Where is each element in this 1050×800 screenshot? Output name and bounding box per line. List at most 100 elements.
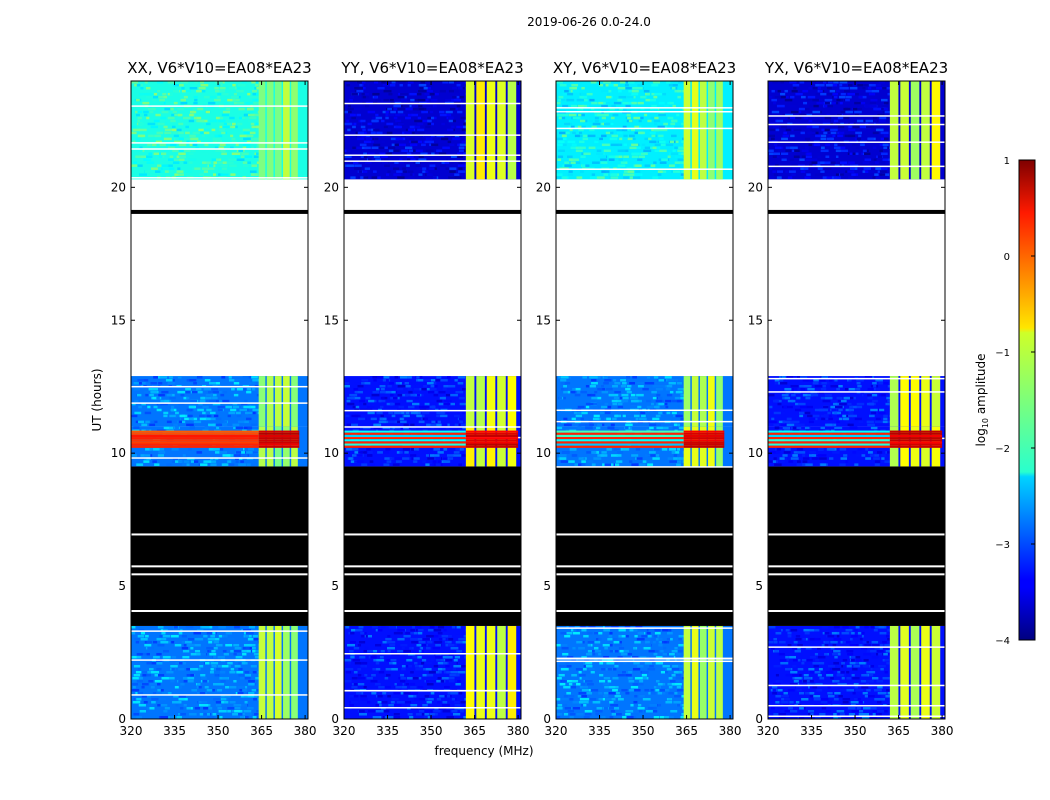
- noise-pixel: [617, 655, 623, 659]
- noise-pixel: [639, 679, 644, 683]
- noise-pixel: [183, 95, 188, 99]
- noise-pixel: [591, 125, 597, 129]
- noise-pixel: [183, 703, 187, 707]
- noise-pixel: [131, 715, 137, 719]
- noise-pixel: [250, 628, 258, 632]
- noise-pixel: [652, 457, 660, 460]
- noise-pixel: [809, 655, 817, 659]
- y-tick-label: 20: [536, 180, 551, 194]
- noise-pixel: [600, 89, 609, 93]
- noise-pixel: [158, 688, 164, 692]
- noise-pixel: [568, 125, 573, 129]
- noise-pixel: [620, 652, 628, 656]
- noise-pixel: [434, 655, 443, 659]
- noise-pixel: [374, 682, 381, 686]
- noise-pixel: [638, 646, 643, 650]
- noise-pixel: [640, 628, 647, 632]
- noise-pixel: [609, 631, 613, 635]
- noise-pixel: [630, 417, 636, 421]
- noise-pixel: [577, 125, 582, 129]
- noise-pixel: [168, 167, 175, 170]
- noise-pixel: [556, 176, 562, 179]
- noise-pixel: [182, 463, 188, 466]
- noise-pixel: [632, 176, 641, 179]
- noise-pixel: [135, 640, 140, 644]
- flag-separator: [556, 533, 733, 536]
- noise-pixel: [387, 170, 391, 173]
- noise-pixel: [365, 104, 370, 108]
- noise-pixel: [381, 146, 389, 150]
- noise-pixel: [864, 643, 872, 647]
- noise-pixel: [244, 673, 252, 677]
- noise-pixel: [456, 423, 462, 427]
- noise-pixel: [141, 694, 147, 698]
- noise-pixel: [244, 155, 253, 158]
- noise-pixel: [346, 396, 355, 400]
- noise-pixel: [626, 113, 631, 117]
- noise-pixel: [832, 643, 837, 647]
- noise-pixel: [461, 454, 470, 457]
- noise-pixel: [614, 448, 621, 451]
- noise-pixel: [232, 83, 236, 87]
- noise-pixel: [440, 679, 445, 683]
- noise-pixel: [860, 679, 869, 683]
- noise-pixel: [610, 143, 619, 147]
- noise-pixel: [381, 700, 388, 704]
- noise-pixel: [413, 646, 420, 650]
- noise-pixel: [874, 454, 879, 457]
- noise-pixel: [655, 414, 661, 418]
- noise-pixel: [621, 670, 626, 674]
- noise-pixel: [669, 390, 674, 394]
- noise-pixel: [621, 448, 630, 451]
- noise-pixel: [873, 688, 882, 692]
- noise-pixel: [192, 131, 200, 135]
- noise-pixel: [422, 119, 430, 123]
- noise-pixel: [392, 661, 397, 665]
- noise-pixel: [237, 399, 241, 403]
- noise-pixel: [861, 673, 868, 677]
- noise-pixel: [645, 709, 653, 713]
- noise-pixel: [600, 454, 608, 457]
- noise-pixel: [578, 646, 585, 650]
- noise-pixel: [461, 664, 467, 668]
- noise-pixel: [868, 664, 875, 668]
- noise-pixel: [229, 700, 236, 704]
- noise-pixel: [871, 655, 879, 659]
- noise-pixel: [570, 390, 576, 394]
- noise-pixel: [136, 396, 141, 400]
- noise-pixel: [242, 128, 250, 132]
- rfi-column: [699, 81, 707, 180]
- noise-pixel: [203, 706, 209, 710]
- noise-pixel: [604, 463, 612, 466]
- noise-pixel: [589, 667, 595, 671]
- noise-pixel: [144, 643, 152, 647]
- noise-pixel: [590, 393, 596, 397]
- noise-pixel: [454, 379, 458, 382]
- noise-pixel: [646, 376, 651, 379]
- noise-pixel: [375, 703, 380, 707]
- noise-pixel: [675, 655, 682, 659]
- noise-pixel: [365, 137, 373, 141]
- event-rfi: [258, 445, 300, 448]
- noise-pixel: [396, 387, 404, 391]
- noise-pixel: [462, 396, 468, 400]
- noise-pixel: [245, 646, 250, 650]
- noise-pixel: [556, 643, 561, 647]
- event-row: [131, 434, 259, 438]
- noise-pixel: [361, 634, 368, 638]
- noise-pixel: [616, 454, 622, 457]
- noise-pixel: [581, 457, 586, 460]
- noise-pixel: [168, 426, 174, 430]
- noise-pixel: [203, 460, 212, 463]
- noise-pixel: [400, 420, 407, 424]
- noise-pixel: [565, 131, 570, 135]
- noise-pixel: [408, 149, 414, 153]
- noise-pixel: [210, 661, 219, 665]
- gap-line: [131, 402, 308, 404]
- noise-pixel: [394, 411, 402, 415]
- noise-pixel: [594, 119, 599, 123]
- noise-pixel: [641, 143, 646, 147]
- noise-pixel: [387, 649, 391, 653]
- noise-pixel: [610, 709, 616, 713]
- noise-pixel: [845, 673, 851, 677]
